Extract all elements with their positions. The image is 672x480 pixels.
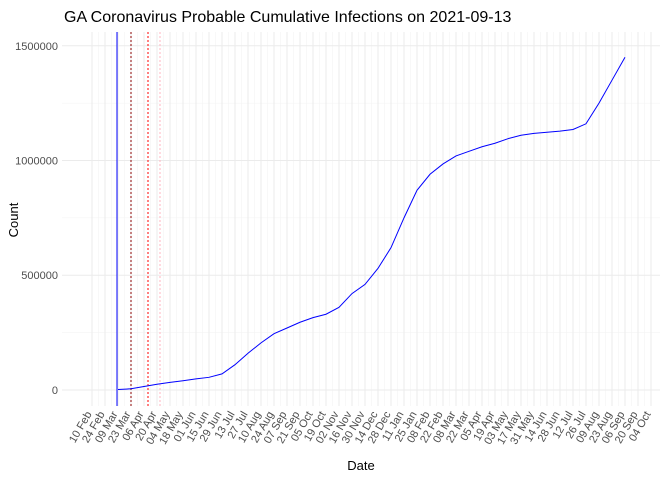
chart-title: GA Coronavirus Probable Cumulative Infec…: [64, 9, 511, 26]
y-tick-label: 0: [52, 385, 58, 397]
event-lines: [116, 32, 161, 406]
x-axis-label: Date: [347, 458, 374, 473]
y-axis-label: Count: [6, 202, 21, 237]
y-tick-label: 1500000: [15, 41, 58, 53]
y-tick-label: 1000000: [15, 155, 58, 167]
data-line: [117, 56, 626, 390]
y-tick-label: 500000: [21, 270, 58, 282]
grid: [62, 32, 660, 406]
